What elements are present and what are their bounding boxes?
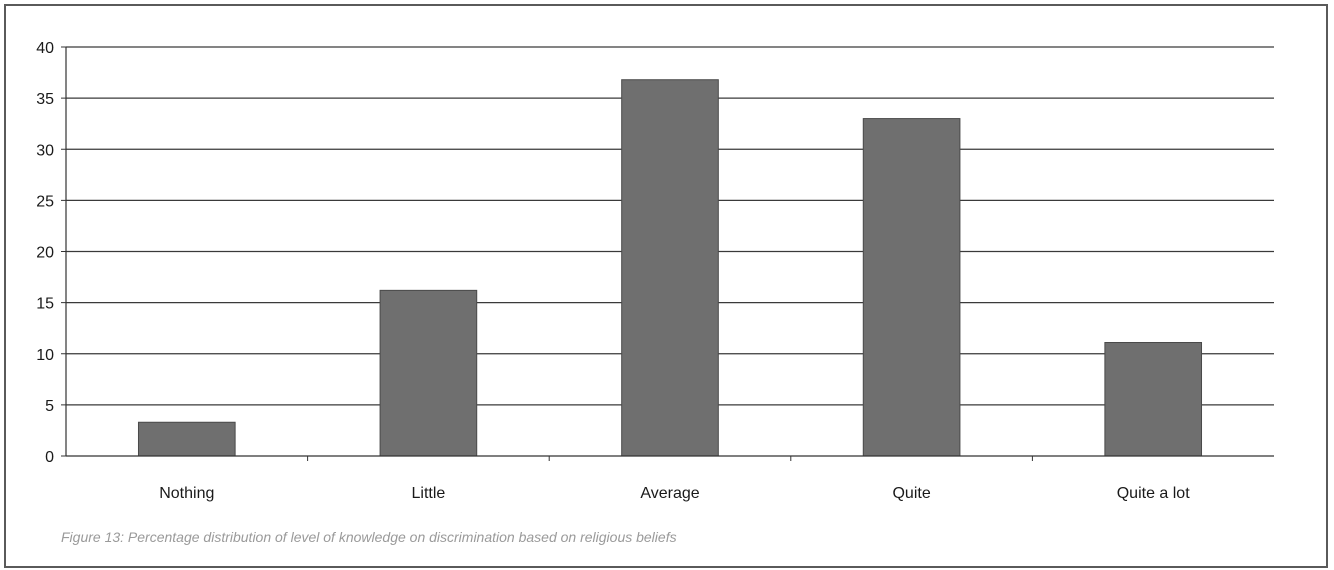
x-category-label: Little — [412, 485, 446, 502]
figure-frame — [4, 4, 1328, 568]
y-axis-ticks: 0 5 10 15 20 25 30 35 40 — [36, 40, 66, 466]
bar-average — [621, 79, 719, 457]
bars — [137, 79, 1203, 457]
x-category-label: Quite — [892, 485, 930, 502]
x-category-label: Nothing — [159, 485, 214, 502]
y-tick-label: 5 — [45, 398, 54, 415]
bar-quite-a-lot — [1104, 342, 1203, 457]
x-axis-ticks: Nothing Little Average Quite Quite a lot — [159, 456, 1190, 502]
x-category-label: Quite a lot — [1117, 485, 1190, 502]
y-tick-label: 25 — [36, 193, 54, 210]
figure-caption: Figure 13: Percentage distribution of le… — [61, 529, 677, 545]
gridlines — [66, 46, 1274, 406]
bar-little — [379, 289, 478, 457]
x-category-label: Average — [640, 485, 699, 502]
y-tick-label: 10 — [36, 347, 54, 364]
y-tick-label: 35 — [36, 91, 54, 108]
y-tick-label: 15 — [36, 296, 54, 313]
y-tick-label: 0 — [45, 449, 54, 466]
bar-nothing — [137, 421, 236, 457]
y-tick-label: 40 — [36, 40, 54, 57]
y-tick-label: 20 — [36, 245, 54, 262]
y-tick-label: 30 — [36, 142, 54, 159]
bar-quite — [862, 118, 961, 457]
